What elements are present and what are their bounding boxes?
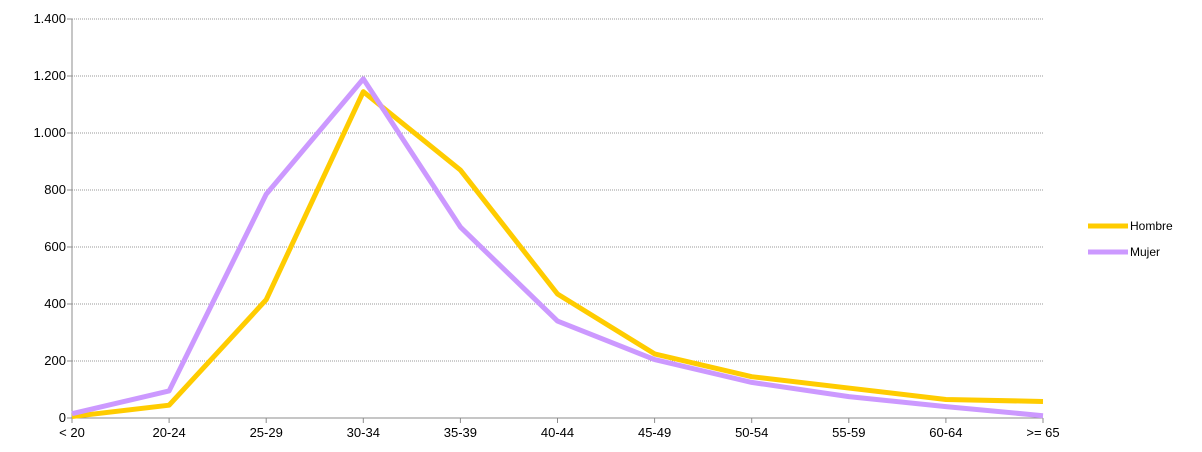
x-tick-label: 25-29: [250, 425, 283, 440]
legend-label-hombre: Hombre: [1130, 219, 1173, 233]
axes: [71, 19, 1043, 419]
series-lines: [71, 76, 1044, 420]
y-tick-label: 0: [59, 410, 66, 425]
legend: Hombre Mujer: [1088, 219, 1173, 259]
x-tick-label: < 20: [59, 425, 85, 440]
x-tick-label: 60-64: [929, 425, 962, 440]
x-tick-label: 35-39: [444, 425, 477, 440]
series-line-mujer: [71, 76, 1044, 419]
y-tick-label: 1.200: [33, 68, 66, 83]
y-tick-label: 400: [44, 296, 66, 311]
series-line-hombre: [71, 89, 1044, 420]
y-tick-label: 200: [44, 353, 66, 368]
x-tick-label: 30-34: [347, 425, 380, 440]
y-tick-label: 1.000: [33, 125, 66, 140]
x-tick-label: 40-44: [541, 425, 574, 440]
y-tick-label: 600: [44, 239, 66, 254]
x-tick-label: 20-24: [152, 425, 185, 440]
x-tick-label: 55-59: [832, 425, 865, 440]
y-axis-ticks: 0 200 400 600 800 1.000 1.200 1.400: [33, 11, 72, 425]
x-tick-label: >= 65: [1026, 425, 1059, 440]
x-axis-ticks: < 20 20-24 25-29 30-34 35-39 40-44 45-49 50-54 5…: [59, 418, 1060, 440]
x-tick-label: 45-49: [638, 425, 671, 440]
gridlines: [72, 18, 1043, 362]
x-tick-label: 50-54: [735, 425, 768, 440]
y-tick-label: 800: [44, 182, 66, 197]
legend-label-mujer: Mujer: [1130, 245, 1160, 259]
y-tick-label: 1.400: [33, 11, 66, 26]
